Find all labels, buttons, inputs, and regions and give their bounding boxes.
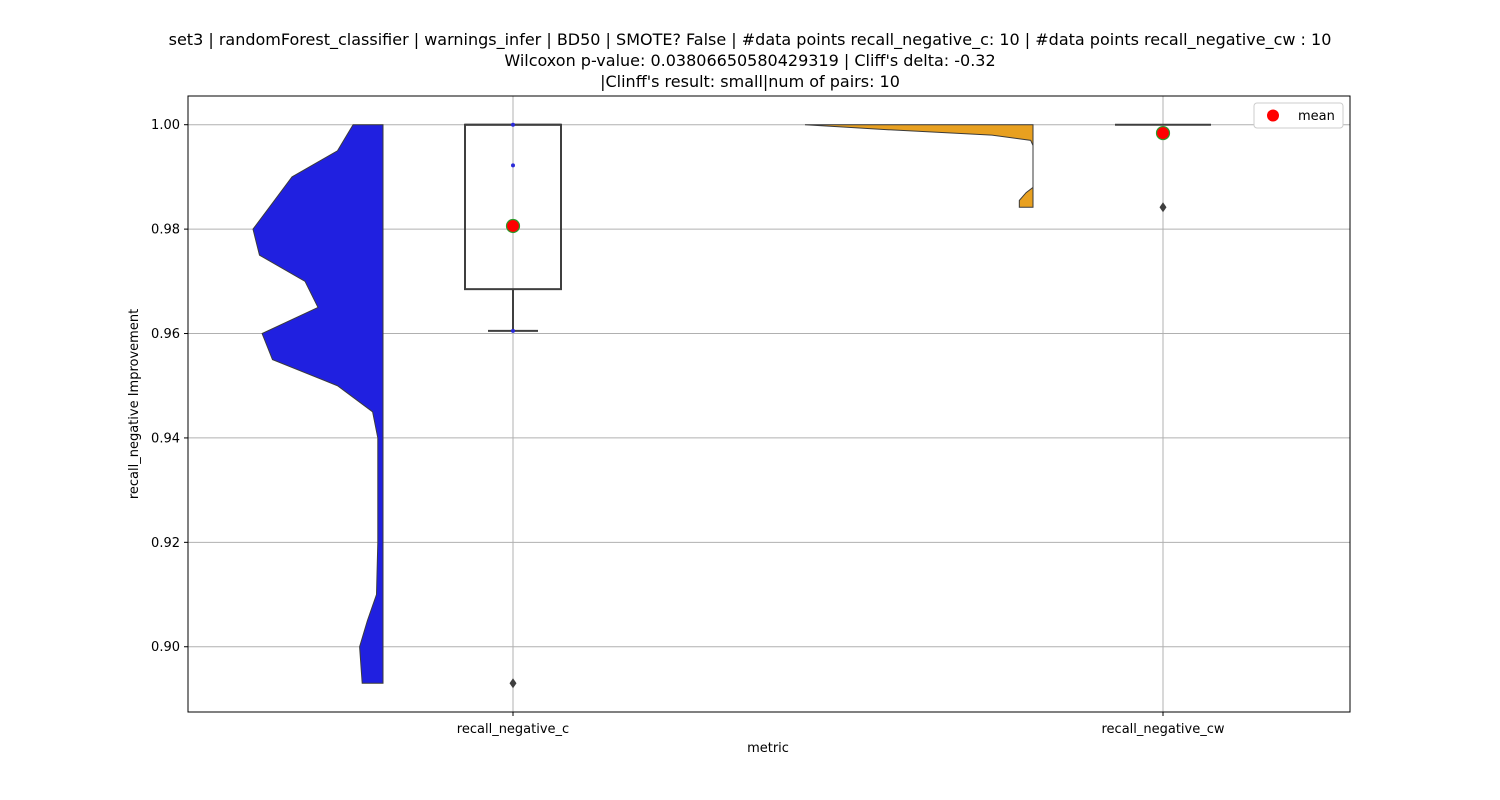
chart-title-line-3: |Clinff's result: small|num of pairs: 10 — [600, 72, 900, 91]
violins — [252, 124, 1034, 684]
legend-frame — [1253, 102, 1344, 129]
axes: 0.90 0.92 0.94 0.96 0.98 1.00 recall_negative_… — [151, 118, 1225, 737]
violin-recall_negative_c — [252, 124, 384, 684]
x-axis-label: metric — [747, 741, 789, 756]
x-tick-label: recall_negative_c — [457, 722, 569, 737]
outlier-point — [509, 678, 517, 689]
mean-marker — [505, 218, 521, 234]
x-tick-label: recall_negative_cw — [1101, 722, 1224, 737]
boxplots — [464, 123, 1211, 332]
y-tick-label: 0.92 — [151, 536, 180, 551]
mean-marker — [1155, 125, 1171, 141]
strip-point — [511, 328, 515, 333]
y-tick-label: 0.94 — [151, 431, 180, 446]
chart-title-line-1: set3 | randomForest_classifier | warning… — [168, 30, 1332, 49]
chart-title-line-2: Wilcoxon p-value: 0.03806650580429319 | … — [504, 51, 996, 70]
y-tick-label: 1.00 — [151, 118, 180, 133]
legend: mean — [1253, 102, 1344, 129]
violin-recall_negative_cw — [804, 124, 1034, 208]
y-tick-label: 0.98 — [151, 223, 180, 238]
y-tick-label: 0.96 — [151, 327, 180, 342]
legend-mean-marker — [1267, 109, 1279, 122]
plot-frame — [187, 95, 1351, 713]
legend-mean-label: mean — [1298, 109, 1335, 124]
data-points — [505, 122, 1171, 689]
y-axis-label: recall_negative Improvement — [127, 309, 142, 499]
y-tick-label: 0.90 — [151, 640, 180, 655]
strip-point — [511, 163, 515, 168]
strip-point — [511, 122, 515, 127]
outlier-point — [1159, 202, 1167, 213]
